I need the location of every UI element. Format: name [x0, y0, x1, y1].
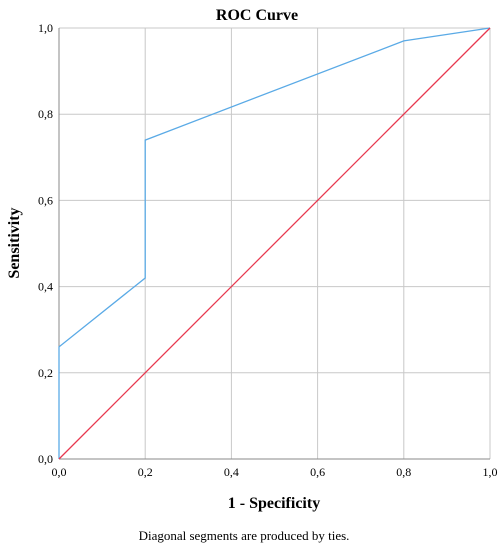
- series-layer: [58, 27, 491, 460]
- y-tick-label: 0,8: [38, 107, 53, 121]
- y-tick-label: 1,0: [38, 21, 53, 35]
- x-tick-label: 0,2: [138, 465, 153, 479]
- x-tick-label: 0,8: [396, 465, 411, 479]
- x-tick-label: 0,0: [52, 465, 67, 479]
- chart-title: ROC Curve: [216, 7, 298, 24]
- x-tick-label: 0,6: [310, 465, 325, 479]
- x-tick-label: 1,0: [483, 465, 498, 479]
- tick-layer: 0,0 0,2 0,4 0,6 0,8 1,0 0,0 0,2 0,4 0,6 0,8 1,0: [38, 21, 498, 479]
- y-tick-label: 0,2: [38, 366, 53, 380]
- reference-diagonal-line: [58, 27, 491, 460]
- footnote: Diagonal segments are produced by ties.: [139, 528, 350, 543]
- y-tick-label: 0,4: [38, 280, 53, 294]
- roc-curve-line: [58, 27, 491, 459]
- y-tick-label: 0,6: [38, 193, 53, 207]
- x-axis-label: 1 - Specificity: [228, 495, 320, 512]
- y-axis-label: Sensitivity: [6, 207, 23, 278]
- y-tick-label: 0,0: [38, 452, 53, 466]
- x-tick-label: 0,4: [224, 465, 239, 479]
